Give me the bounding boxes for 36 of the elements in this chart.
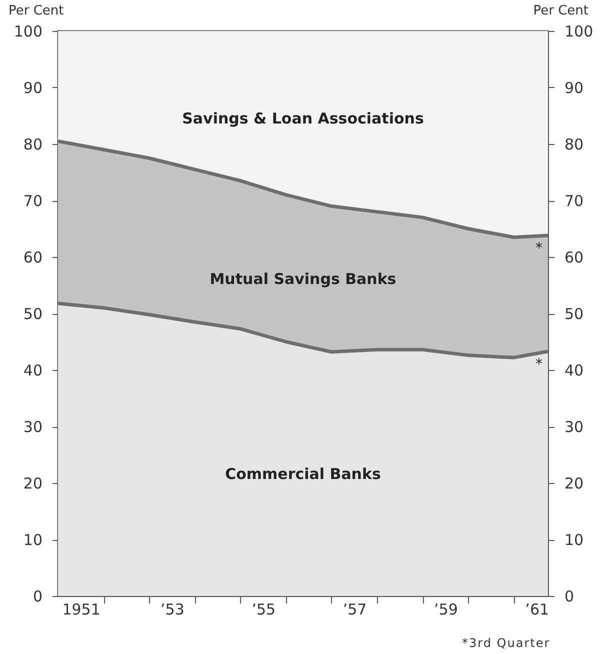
- series-label: Commercial Banks: [225, 464, 381, 483]
- y2-tick-label: 30: [564, 418, 584, 436]
- y-tick-label: 60: [23, 248, 42, 266]
- x-tick-label: ’61: [525, 600, 550, 618]
- y-tick-label: 70: [23, 192, 42, 210]
- series-label: Savings & Loan Associations: [182, 110, 424, 128]
- y-tick-label: 90: [23, 79, 42, 97]
- y-axis-title: Per Cent: [8, 4, 64, 18]
- x-tick-label: ’59: [434, 600, 458, 618]
- y-tick-label: 50: [23, 305, 42, 323]
- y2-tick-label: 0: [564, 588, 574, 606]
- y2-axis-title: Per Cent: [533, 4, 588, 18]
- y2-tick-label: 90: [564, 79, 584, 97]
- x-tick-label: ’53: [160, 600, 184, 618]
- y2-tick-label: 40: [564, 362, 584, 380]
- x-tick-label: ’57: [342, 600, 367, 618]
- y-tick-label: 80: [23, 136, 42, 154]
- y2-tick-label: 100: [564, 22, 594, 40]
- y-tick-label: 40: [23, 362, 42, 380]
- y2-tick-label: 80: [564, 136, 584, 154]
- y2-tick-label: 50: [564, 305, 584, 323]
- x-tick-label: ’55: [252, 600, 276, 618]
- text: *3rd Quarter: [462, 636, 550, 650]
- y2-tick-label: 10: [564, 531, 584, 549]
- y2-tick-label: 70: [564, 192, 584, 210]
- series-label: Mutual Savings Banks: [210, 270, 396, 288]
- y-tick-label: 0: [32, 588, 42, 606]
- y-tick-label: 10: [23, 531, 42, 549]
- annotation: *: [536, 356, 542, 372]
- y2-tick-label: 20: [564, 474, 584, 492]
- y-tick-label: 30: [23, 418, 42, 436]
- y-tick-label: 100: [14, 22, 42, 40]
- y-tick-label: 20: [23, 474, 42, 492]
- x-tick-label: 1951: [62, 600, 100, 618]
- y2-tick-label: 60: [564, 248, 584, 266]
- annotation: *: [536, 240, 542, 257]
